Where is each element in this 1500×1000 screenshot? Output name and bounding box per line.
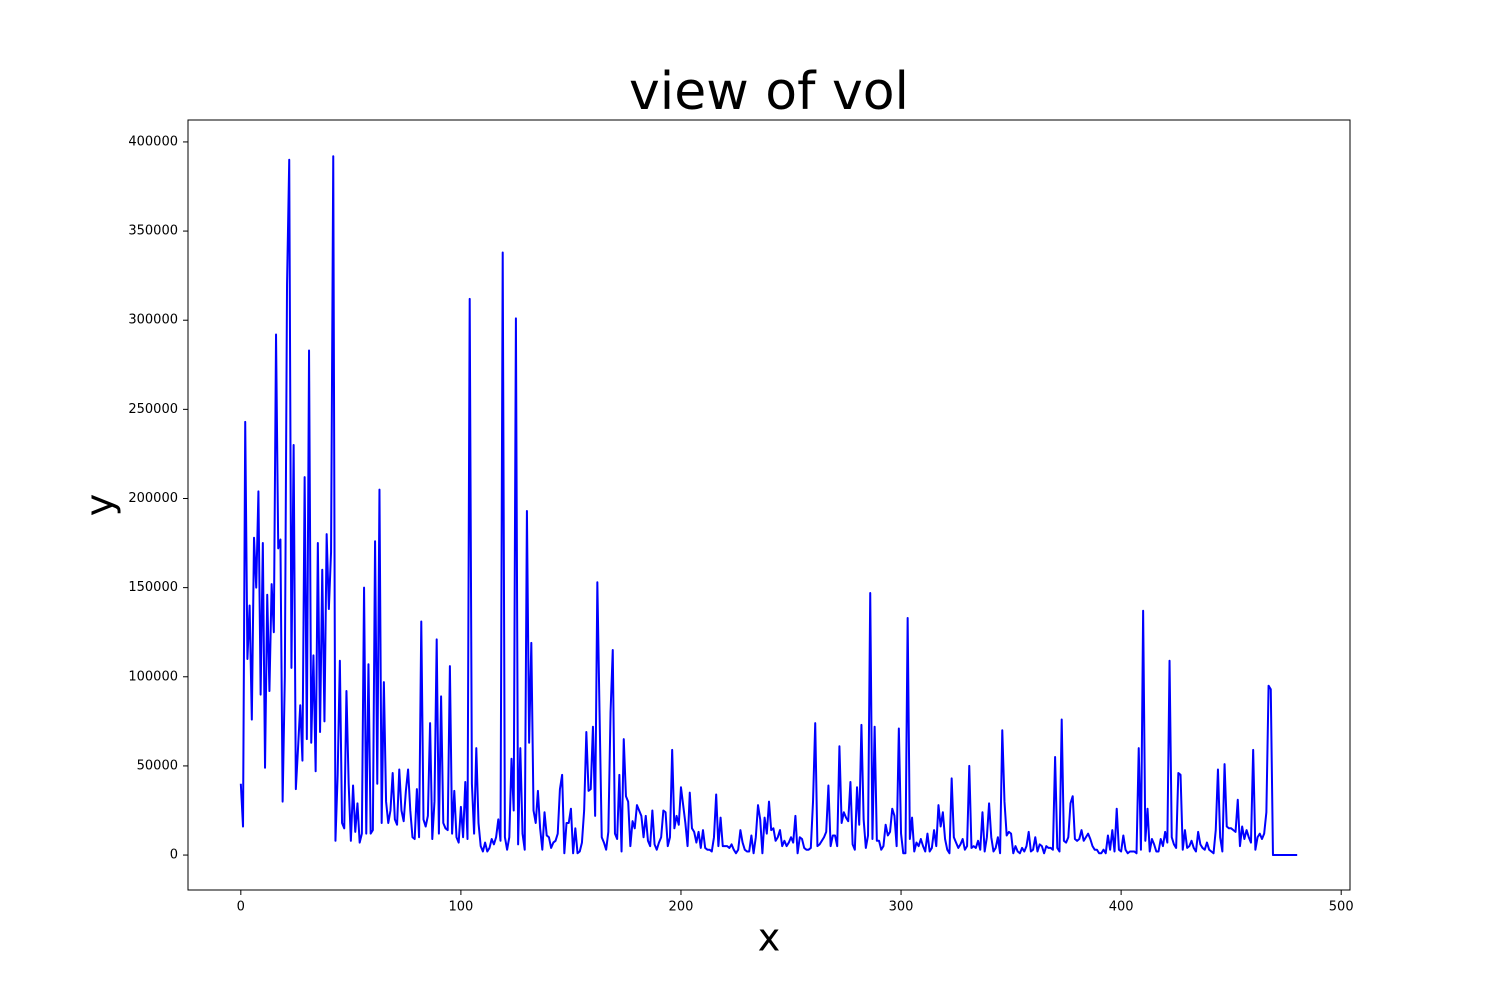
y-tick-label: 400000: [128, 134, 178, 149]
x-tick-label: 400: [1109, 900, 1134, 915]
x-tick-label: 200: [669, 900, 694, 915]
y-tick-label: 200000: [128, 491, 178, 506]
data-line: [239, 155, 1298, 857]
y-tick-label: 0: [170, 848, 178, 863]
x-tick-label: 300: [889, 900, 914, 915]
chart-title: view of vol: [629, 62, 909, 122]
y-tick-label: 250000: [128, 402, 178, 417]
y-axis-label: y: [78, 494, 122, 517]
x-axis-label: x: [758, 916, 781, 960]
x-tick-label: 0: [237, 900, 245, 915]
y-tick-label: 50000: [137, 758, 178, 773]
x-tick-label: 500: [1329, 900, 1354, 915]
y-tick-label: 350000: [128, 224, 178, 239]
y-tick-label: 100000: [128, 669, 178, 684]
plot-frame: [187, 119, 1351, 891]
y-tick-label: 300000: [128, 313, 178, 328]
y-tick-label: 150000: [128, 580, 178, 595]
x-tick-label: 100: [448, 900, 473, 915]
